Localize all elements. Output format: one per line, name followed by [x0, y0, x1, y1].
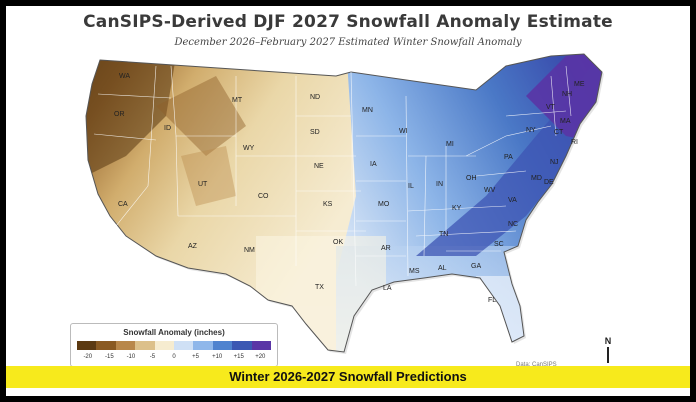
legend-swatch [135, 341, 155, 350]
source-credit: Data: CanSIPS [516, 362, 557, 368]
label-ia: IA [370, 161, 377, 168]
legend-swatch [154, 341, 175, 350]
legend-tick-label: -15 [105, 354, 114, 360]
legend-tick-label: +10 [212, 354, 223, 360]
label-or: OR [114, 111, 125, 118]
label-fl: FL [488, 297, 496, 304]
label-sd: SD [310, 129, 320, 136]
label-va: VA [508, 197, 517, 204]
label-nh: NH [562, 91, 572, 98]
label-ar: AR [381, 245, 391, 252]
caption-banner: Winter 2026-2027 Snowfall Predictions [6, 366, 690, 388]
legend-swatch [115, 341, 136, 350]
label-ky: KY [452, 205, 462, 212]
us-outline [85, 53, 603, 353]
label-md: MD [531, 175, 542, 182]
label-ut: UT [198, 181, 208, 188]
legend-tick-label: 0 [172, 354, 176, 360]
label-il: IL [408, 183, 414, 190]
legend-swatch [174, 341, 194, 350]
legend-tick-label: +20 [255, 354, 266, 360]
label-ca: CA [118, 201, 128, 208]
label-me: ME [574, 81, 585, 88]
label-mi: MI [446, 141, 454, 148]
legend-swatch [193, 341, 213, 350]
label-tx: TX [315, 284, 324, 291]
label-ny: NY [526, 127, 536, 134]
label-pa: PA [504, 154, 513, 161]
legend-color-bar [77, 341, 272, 350]
map-subtitle: December 2026–February 2027 Estimated Wi… [174, 37, 522, 48]
legend-title: Snowfall Anomaly (inches) [123, 328, 225, 337]
label-ok: OK [333, 239, 343, 246]
north-arrow-icon [607, 347, 609, 363]
label-oh: OH [466, 175, 477, 182]
legend-swatch [232, 341, 252, 350]
label-nm: NM [244, 247, 255, 254]
label-wy: WY [243, 145, 255, 152]
label-mt: MT [232, 97, 243, 104]
label-sc: SC [494, 241, 504, 248]
legend-ticks: -20 -15 -10 -5 0 +5 +10 +15 +20 [77, 354, 271, 360]
legend-swatch [251, 341, 272, 350]
map-frame: CanSIPS-Derived DJF 2027 Snowfall Anomal… [6, 6, 690, 396]
label-co: CO [258, 193, 269, 200]
label-al: AL [438, 265, 447, 272]
label-mn: MN [362, 107, 373, 114]
label-de: DE [544, 179, 554, 186]
legend-tick-label: -10 [126, 354, 136, 360]
label-ga: GA [471, 263, 481, 270]
label-nj: NJ [550, 159, 559, 166]
legend: Snowfall Anomaly (inches) -20 -15 -10 -5 0 +5… [70, 323, 278, 367]
label-az: AZ [188, 243, 198, 250]
label-mo: MO [378, 201, 390, 208]
label-wi: WI [399, 128, 408, 135]
label-tn: TN [439, 231, 448, 238]
label-ne: NE [314, 163, 324, 170]
label-wa: WA [119, 73, 130, 80]
label-ma: MA [560, 118, 571, 125]
legend-tick-label: +15 [233, 354, 244, 360]
label-vt: VT [546, 104, 556, 111]
label-la: LA [383, 285, 392, 292]
label-nc: NC [508, 221, 518, 228]
legend-tick-label: -20 [83, 354, 93, 360]
label-ms: MS [409, 268, 420, 275]
legend-swatch [77, 341, 97, 350]
north-label: N [604, 336, 612, 346]
legend-swatch [212, 341, 233, 350]
state-labels: WA OR CA ID MT WY UT CO AZ NM ND SD NE K… [114, 73, 585, 304]
label-ks: KS [323, 201, 333, 208]
state-boundaries [93, 65, 572, 287]
map-title: CanSIPS-Derived DJF 2027 Snowfall Anomal… [83, 12, 613, 32]
label-ct: CT [554, 129, 564, 136]
label-in: IN [436, 181, 443, 188]
label-id: ID [164, 125, 171, 132]
label-nd: ND [310, 94, 320, 101]
legend-tick-label: +5 [192, 354, 200, 360]
label-ri: RI [571, 139, 578, 146]
label-wv: WV [484, 187, 496, 194]
legend-tick-label: -5 [149, 354, 156, 360]
legend-swatch [96, 341, 116, 350]
us-snowfall-map: WA OR CA ID MT WY UT CO AZ NM ND SD NE K… [85, 53, 604, 354]
